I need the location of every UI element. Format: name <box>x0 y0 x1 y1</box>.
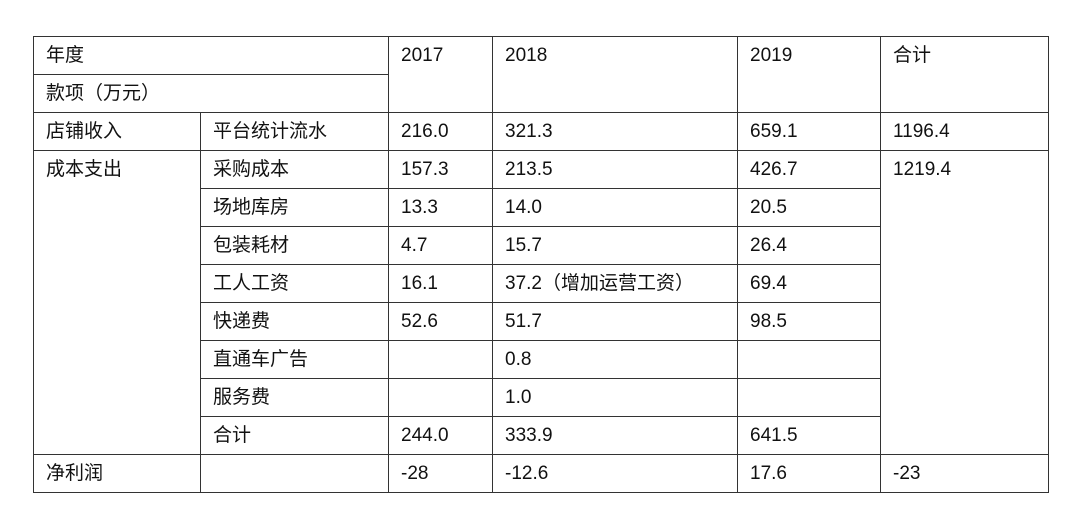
total-cell: 1196.4 <box>880 112 1050 151</box>
category-cell: 成本支出 <box>33 150 201 455</box>
table-cell: 16.1 <box>388 264 494 303</box>
table-cell: 13.3 <box>388 188 494 227</box>
total-cell: -23 <box>880 454 1050 493</box>
header-cell: 2019 <box>737 36 882 113</box>
table-cell <box>388 378 494 417</box>
table-cell: 4.7 <box>388 226 494 265</box>
table-cell: -12.6 <box>492 454 739 493</box>
table-cell <box>737 378 882 417</box>
table-cell: -28 <box>388 454 494 493</box>
item-cell: 包装耗材 <box>199 226 390 265</box>
table-cell: 69.4 <box>737 264 882 303</box>
item-cell: 场地库房 <box>199 188 390 227</box>
table-cell: 26.4 <box>737 226 882 265</box>
table-cell: 0.8 <box>492 340 739 379</box>
category-cell: 店铺收入 <box>33 112 201 151</box>
table-cell: 333.9 <box>492 416 739 455</box>
finance-table: 年度 2017 2018 2019 合计 款项（万元） 店铺收入 平台统计流水 216.0 321… <box>32 36 1050 493</box>
table-row: 年度 2017 2018 2019 合计 <box>32 36 1050 113</box>
item-cell: 采购成本 <box>199 150 390 189</box>
table-cell: 52.6 <box>388 302 494 341</box>
item-cell: 快递费 <box>199 302 390 341</box>
header-cell: 合计 <box>880 36 1050 113</box>
table-cell: 14.0 <box>492 188 739 227</box>
table-row: 合计 244.0 333.9 641.5 <box>34 416 1049 455</box>
header-cell: 2017 <box>388 36 494 113</box>
table-cell: 213.5 <box>492 150 739 189</box>
table-cell: 98.5 <box>737 302 882 341</box>
item-cell: 工人工资 <box>199 264 390 303</box>
table-cell: 37.2（增加运营工资） <box>492 264 739 303</box>
item-cell: 服务费 <box>199 378 390 417</box>
table-cell: 641.5 <box>737 416 882 455</box>
table-row: 店铺收入 平台统计流水 216.0 321.3 659.1 1196.4 <box>33 112 1050 151</box>
item-cell: 直通车广告 <box>199 340 390 379</box>
header-cell: 2018 <box>492 36 739 113</box>
table-cell: 244.0 <box>388 416 494 455</box>
table-cell: 659.1 <box>737 112 882 151</box>
table-row: 款项（万元） <box>32 74 1049 113</box>
empty-cell <box>199 454 390 493</box>
table-cell: 20.5 <box>737 188 882 227</box>
table-row: 服务费 1.0 <box>34 378 1049 417</box>
table-cell: 321.3 <box>492 112 739 151</box>
table-cell <box>388 340 494 379</box>
table-row: 包装耗材 4.7 15.7 26.4 <box>34 226 1049 265</box>
table-row: 净利润 -28 -12.6 17.6 -23 <box>33 454 1050 493</box>
table-cell: 15.7 <box>492 226 739 265</box>
header-cell: 款项（万元） <box>32 74 390 113</box>
table-cell: 1.0 <box>492 378 739 417</box>
total-cell: 1219.4 <box>880 150 1050 455</box>
table-cell: 51.7 <box>492 302 739 341</box>
table-cell: 216.0 <box>388 112 494 151</box>
item-cell: 平台统计流水 <box>199 112 390 151</box>
table-row: 成本支出 采购成本 157.3 213.5 426.7 1219.4 <box>33 150 1050 455</box>
table-cell: 17.6 <box>737 454 882 493</box>
item-cell: 合计 <box>199 416 390 455</box>
table-cell: 426.7 <box>737 150 882 189</box>
table-row: 快递费 52.6 51.7 98.5 <box>34 302 1049 341</box>
table-cell: 157.3 <box>388 150 494 189</box>
category-cell: 净利润 <box>33 454 201 493</box>
table-row: 工人工资 16.1 37.2（增加运营工资） 69.4 <box>34 264 1049 303</box>
header-cell: 年度 <box>32 36 390 75</box>
table-cell <box>737 340 882 379</box>
table-row: 场地库房 13.3 14.0 20.5 <box>34 188 1049 227</box>
